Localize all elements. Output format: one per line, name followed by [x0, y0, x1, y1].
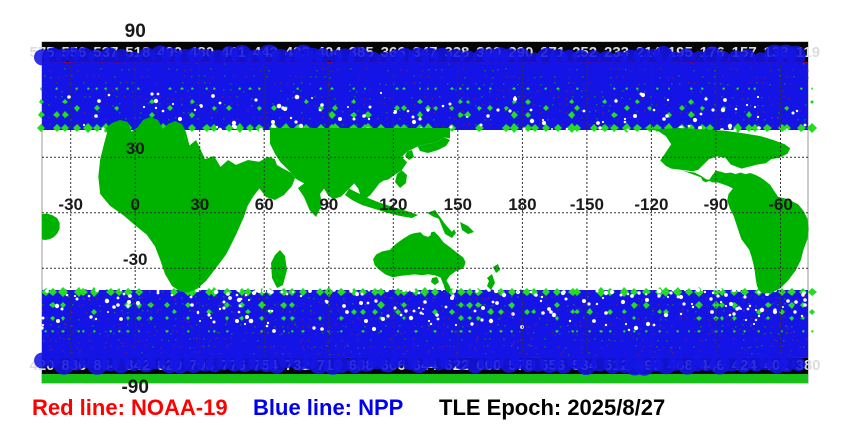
- svg-text:-120: -120: [634, 195, 668, 214]
- svg-text:60: 60: [255, 195, 274, 214]
- svg-text:90: 90: [319, 195, 338, 214]
- svg-text:30: 30: [190, 195, 209, 214]
- svg-text:180: 180: [508, 195, 536, 214]
- svg-text:-30: -30: [123, 250, 148, 269]
- svg-text:Blue line: NPP: Blue line: NPP: [253, 395, 403, 420]
- svg-text:120: 120: [379, 195, 407, 214]
- svg-text:150: 150: [444, 195, 472, 214]
- svg-text:-150: -150: [570, 195, 604, 214]
- svg-text:-30: -30: [58, 195, 83, 214]
- svg-text:TLE Epoch: 2025/8/27: TLE Epoch: 2025/8/27: [439, 395, 665, 420]
- svg-text:-90: -90: [704, 195, 729, 214]
- svg-text:Red line: NOAA-19: Red line: NOAA-19: [32, 395, 228, 420]
- svg-text:90: 90: [125, 21, 146, 42]
- svg-text:0: 0: [130, 195, 139, 214]
- svg-text:-60: -60: [768, 195, 793, 214]
- svg-text:30: 30: [126, 139, 145, 158]
